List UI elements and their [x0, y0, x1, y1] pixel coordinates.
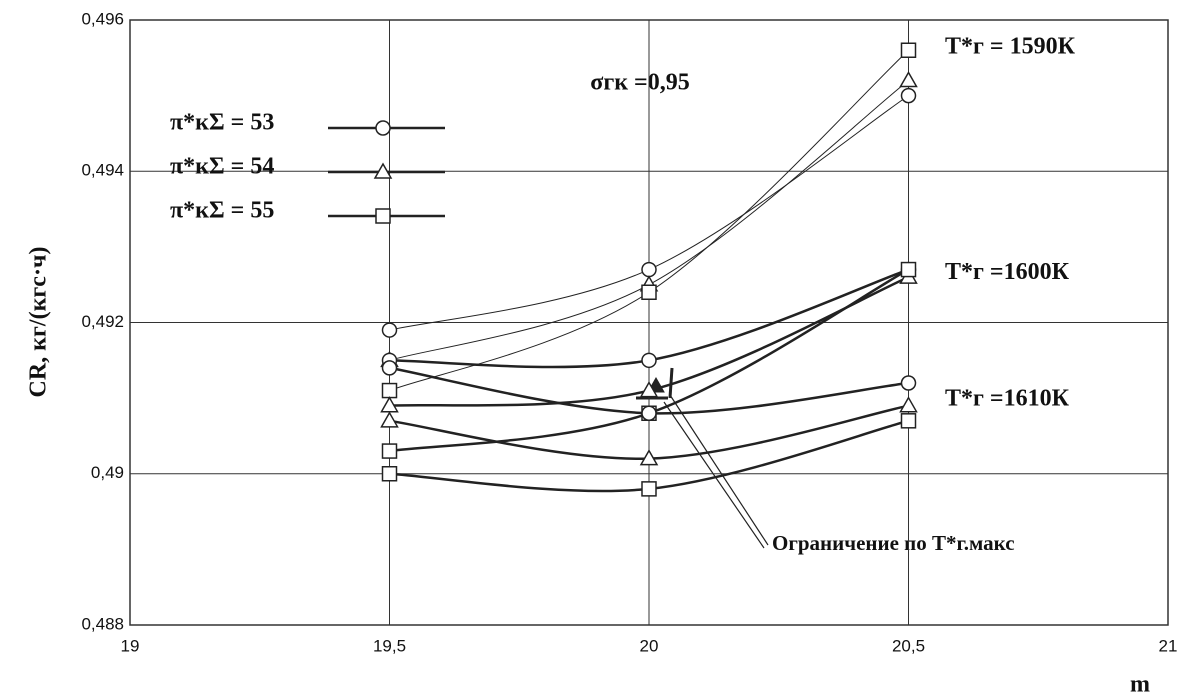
marker: [381, 360, 398, 376]
marker: [381, 443, 398, 459]
group-label: T*г = 1590К: [945, 34, 1076, 60]
marker: [641, 352, 657, 369]
group-label: T*г =1600К: [945, 259, 1070, 285]
y-tick-label: 0,49: [91, 463, 124, 482]
x-tick-label: 20,5: [892, 636, 925, 655]
legend-label: π*кΣ = 54: [170, 154, 274, 180]
marker: [639, 449, 659, 466]
x-tick-label: 19,5: [373, 636, 406, 655]
marker: [375, 120, 391, 136]
marker: [641, 284, 657, 300]
legend-label: π*кΣ = 55: [170, 198, 274, 224]
marker: [641, 481, 657, 497]
marker: [381, 382, 398, 399]
plot-frame: [129, 19, 1169, 626]
x-tick-label: 21: [1159, 636, 1178, 655]
marker: [381, 466, 398, 482]
marker: [375, 208, 391, 224]
y-tick-label: 0,488: [81, 614, 124, 633]
marker: [639, 381, 659, 398]
y-tick-label: 0,492: [81, 312, 124, 331]
y-axis-label: CR, кг/(кгс·ч): [26, 247, 52, 398]
marker: [899, 70, 918, 88]
marker: [900, 87, 917, 104]
marker: [899, 396, 918, 413]
marker: [900, 42, 917, 58]
marker: [373, 162, 393, 179]
x-tick-label: 19: [121, 636, 140, 655]
y-tick-label: 0,496: [81, 9, 124, 28]
x-axis-label: m: [1130, 672, 1150, 698]
marker: [641, 261, 657, 278]
marker: [900, 261, 917, 278]
marker: [380, 411, 399, 428]
marker: [381, 322, 398, 338]
annotation: σгк =0,95: [590, 70, 689, 96]
legend-label: π*кΣ = 53: [170, 110, 274, 136]
marker: [900, 375, 917, 391]
marker: [641, 405, 657, 421]
annotation: Ограничение по T*г.макс: [772, 531, 1015, 555]
group-label: T*г =1610К: [945, 385, 1070, 411]
x-tick-label: 20: [640, 636, 659, 655]
y-tick-label: 0,494: [81, 161, 124, 180]
marker: [900, 413, 917, 429]
